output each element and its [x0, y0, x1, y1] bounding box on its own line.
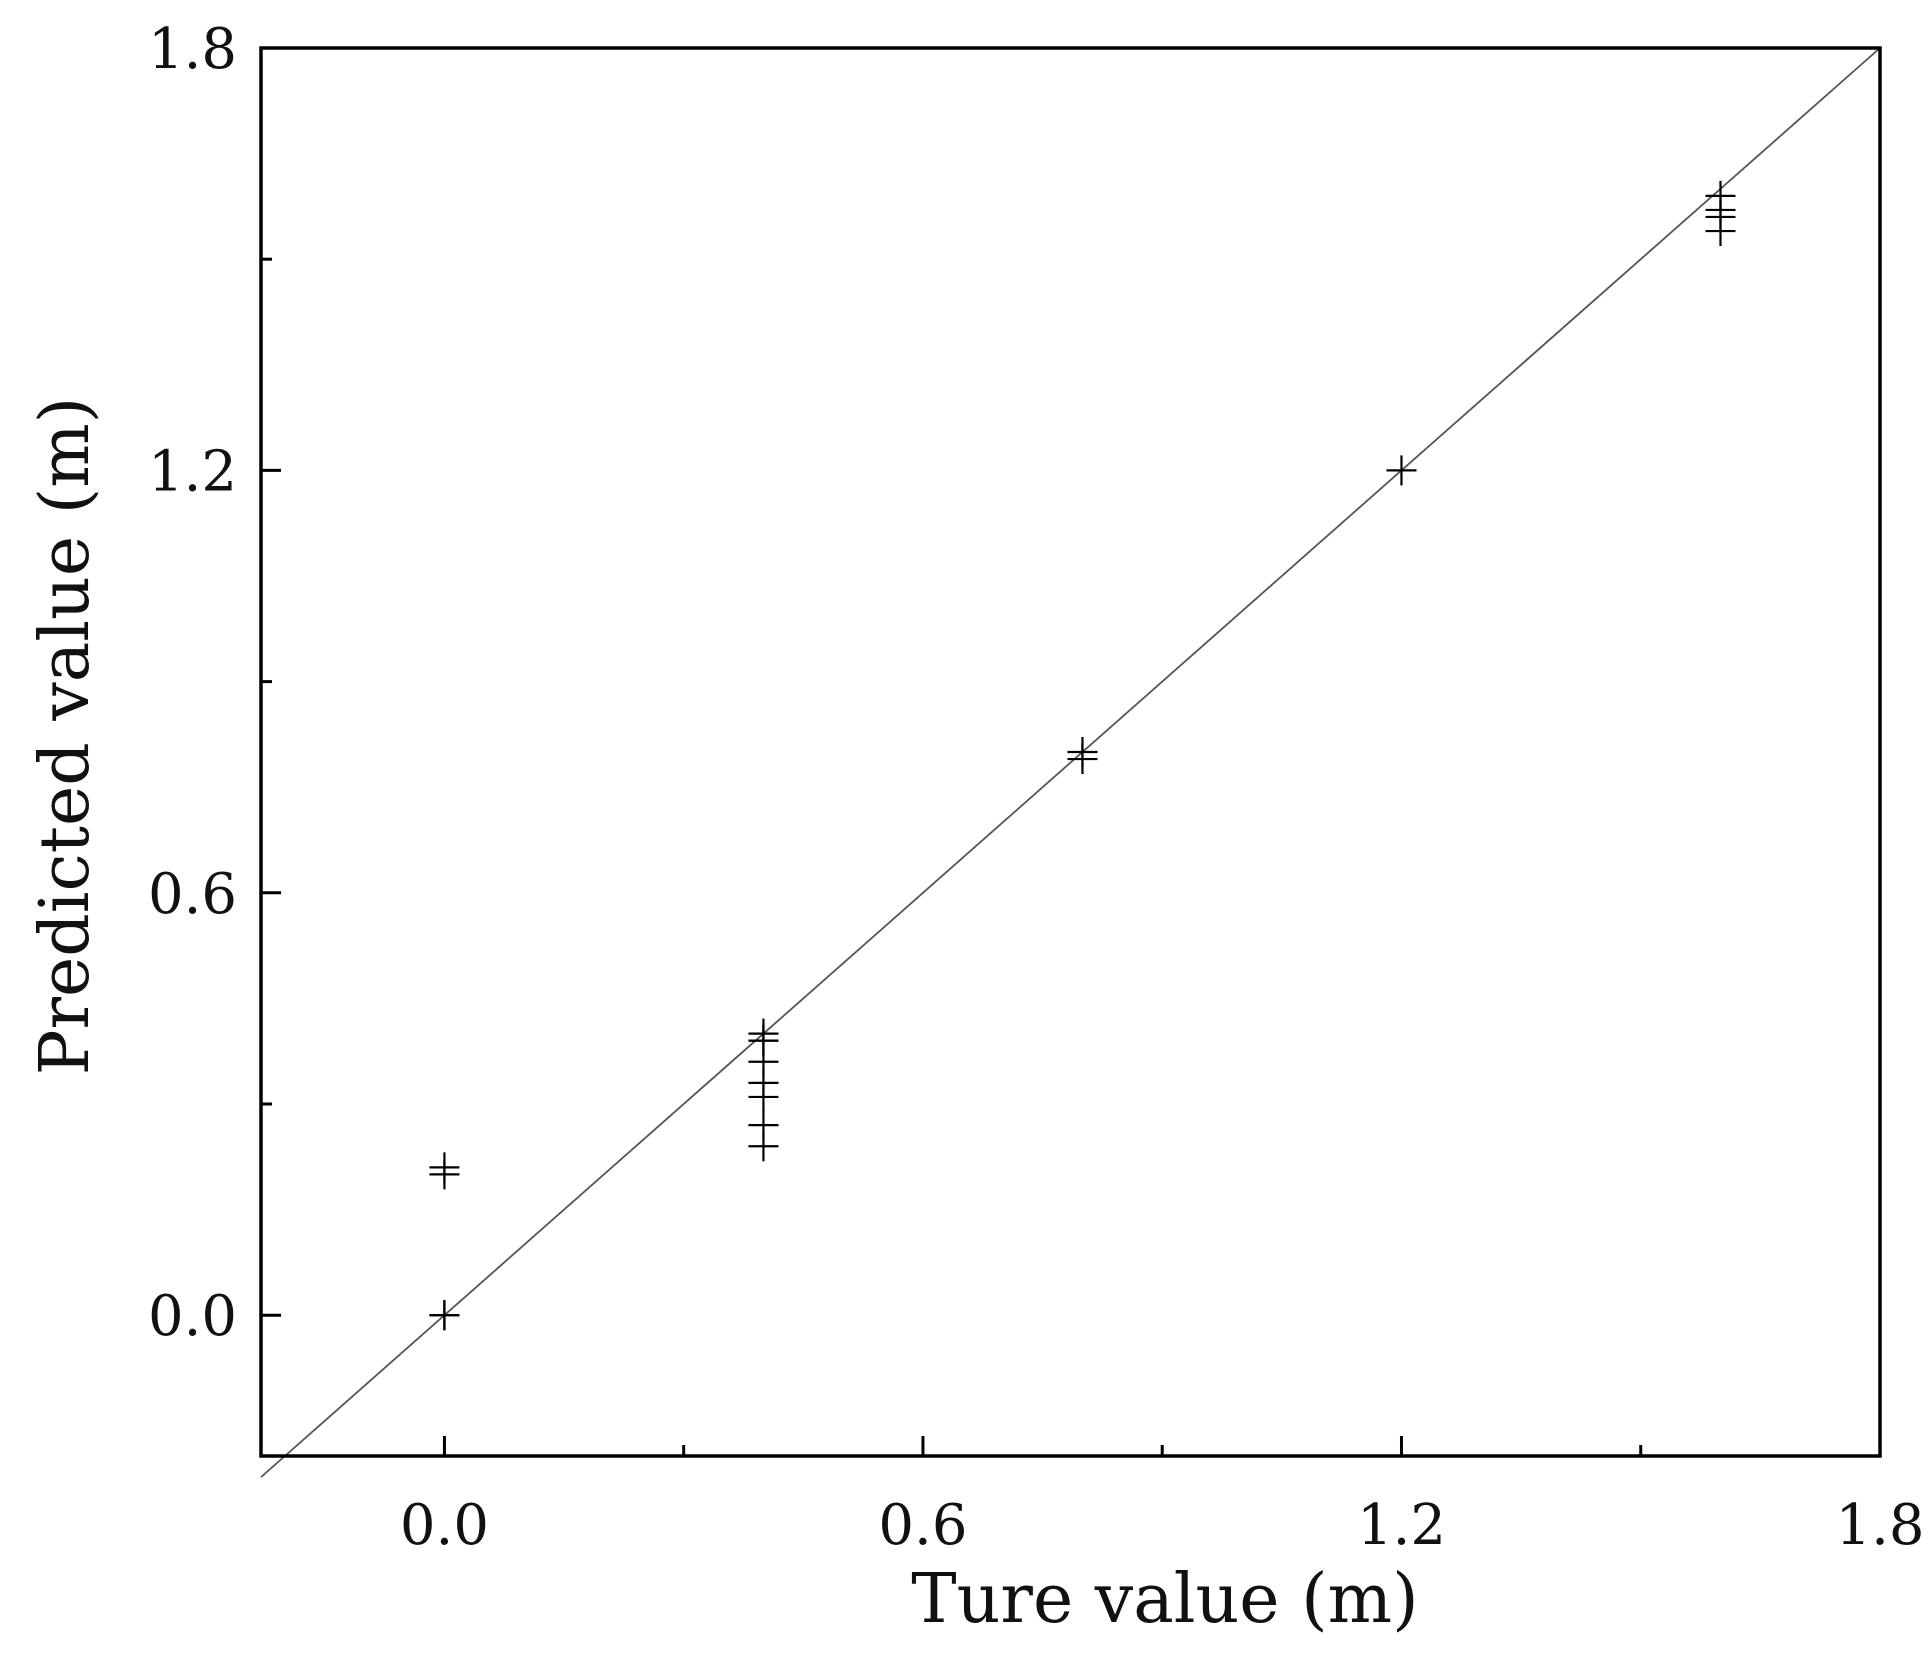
data-point — [748, 1131, 779, 1162]
x-tick-label: 1.2 — [1357, 1493, 1446, 1558]
data-point — [1067, 744, 1098, 775]
x-axis-title: Ture value (m) — [911, 1560, 1418, 1639]
y-axis-title: Predicted value (m) — [26, 397, 105, 1075]
x-tick-label: 1.8 — [1835, 1493, 1924, 1558]
data-point — [429, 1300, 460, 1331]
x-tick-label: 0.0 — [400, 1493, 489, 1558]
plot-frame — [259, 46, 1882, 1458]
data-point — [429, 1152, 460, 1183]
data-point — [1705, 216, 1736, 247]
data-point — [1386, 455, 1417, 486]
reference-line — [260, 47, 1881, 1478]
y-tick-label: 1.8 — [148, 17, 237, 82]
x-tick-label: 0.6 — [878, 1493, 967, 1558]
data-point — [748, 1081, 779, 1112]
y-tick-label: 1.2 — [148, 439, 237, 504]
y-tick-label: 0.0 — [148, 1284, 237, 1349]
y-tick-label: 0.6 — [148, 862, 237, 927]
